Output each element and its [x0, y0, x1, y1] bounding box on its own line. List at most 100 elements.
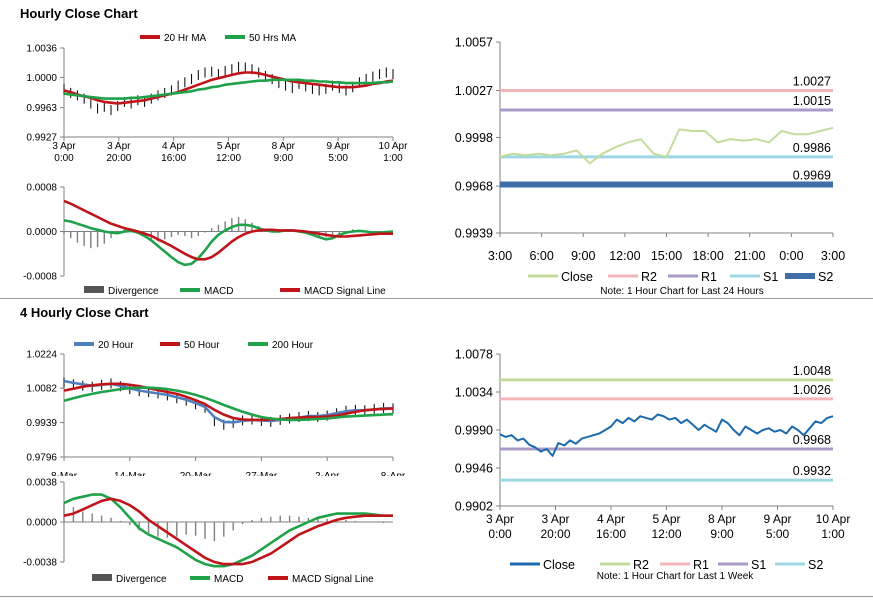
legend-label: S1 [751, 558, 766, 572]
y-tick-label: 0.0000 [26, 518, 57, 529]
series-line [63, 497, 393, 566]
x-tick-label: 3 Apr [486, 512, 514, 526]
x-tick-label: 16:00 [596, 527, 626, 541]
x-tick-label: 4 Apr [597, 512, 625, 526]
legend-label: S1 [763, 270, 778, 284]
y-tick-label: 0.9968 [455, 180, 493, 194]
y-tick-label: -0.0038 [23, 558, 57, 569]
series-line [63, 386, 394, 422]
x-tick-label: 5:00 [766, 527, 790, 541]
y-tick-label: 0.0008 [26, 183, 57, 194]
legend-label: S2 [808, 558, 823, 572]
x-tick-label: 0:00 [779, 249, 803, 263]
x-tick-label: 9:00 [571, 249, 595, 263]
legend-label: R1 [693, 558, 709, 572]
level-label: 1.0027 [793, 75, 831, 89]
x-tick-label: 0:00 [54, 153, 74, 164]
level-label: 0.9986 [793, 141, 831, 155]
x-tick-label: 8 Apr [708, 512, 736, 526]
y-tick-label: -0.0008 [23, 272, 57, 283]
y-tick-label: 1.0034 [455, 386, 493, 400]
legend-label: R2 [641, 270, 657, 284]
x-tick-label: 16:00 [161, 153, 186, 164]
y-tick-label: 1.0000 [26, 73, 57, 84]
x-tick-label: 14-Mar [114, 471, 146, 476]
legend-label: MACD [204, 286, 233, 297]
x-tick-label: 9:00 [710, 527, 734, 541]
x-tick-label: 20:00 [106, 153, 131, 164]
hourly-macd-chart: 0.0008 0.0000 -0.0008 Divergence MACD MACD Si… [23, 183, 394, 297]
legend-label: R1 [701, 270, 717, 284]
legend-label: Divergence [116, 574, 167, 585]
x-tick-label: 12:00 [609, 249, 640, 263]
legend-label: MACD Signal Line [292, 574, 374, 585]
x-tick-label: 15:00 [651, 249, 682, 263]
y-tick-label: 0.9939 [455, 227, 493, 241]
x-tick-label: 4 Apr [162, 141, 186, 152]
y-tick-label: 1.0036 [26, 44, 57, 55]
y-tick-label: 1.0027 [455, 84, 493, 98]
legend-label: 20 Hour [98, 340, 134, 351]
close-line [499, 413, 834, 457]
legend-label: Close [561, 270, 593, 284]
series-line [63, 199, 393, 261]
x-tick-label: 6:00 [529, 249, 553, 263]
x-tick-label: 8 Apr [272, 141, 296, 152]
series-line [63, 71, 394, 105]
x-tick-label: 10 Apr [816, 512, 851, 526]
x-tick-label: 12:00 [651, 527, 681, 541]
y-tick-label: 0.9796 [26, 453, 57, 464]
four-hourly-price-chart: 1.0224 1.0082 0.9939 0.9796 8-Mar 14-Mar 20-Ma… [26, 340, 406, 476]
x-tick-label: 3 Apr [52, 141, 76, 152]
legend-label: S2 [818, 270, 833, 284]
legend-label: R2 [633, 558, 649, 572]
legend-label: MACD Signal Line [304, 286, 386, 297]
x-tick-label: 9 Apr [326, 141, 350, 152]
x-tick-label: 9:00 [274, 153, 294, 164]
x-tick-label: 12:00 [216, 153, 241, 164]
four-hourly-section-title: 4 Hourly Close Chart [20, 305, 149, 320]
x-tick-label: 0:00 [488, 527, 512, 541]
close-line [499, 126, 834, 165]
series-line [63, 379, 393, 424]
legend-label: Divergence [108, 286, 159, 297]
x-tick-label: 10 Apr [379, 141, 409, 152]
x-tick-label: 1:00 [383, 153, 403, 164]
x-tick-label: 20:00 [540, 527, 570, 541]
y-tick-label: 1.0082 [26, 384, 57, 395]
legend-swatch [84, 286, 104, 293]
bottom-divider [0, 596, 873, 597]
chart-note: Note: 1 Hour Chart for Last 24 Hours [600, 286, 763, 297]
x-tick-label: 5:00 [328, 153, 348, 164]
x-tick-label: 3 Apr [107, 141, 131, 152]
y-tick-label: 0.9902 [455, 500, 493, 514]
hourly-section-title: Hourly Close Chart [20, 6, 138, 21]
chart-note: Note: 1 Hour Chart for Last 1 Week [597, 571, 755, 582]
y-tick-label: 0.9990 [455, 424, 493, 438]
x-tick-label: 1:00 [821, 527, 845, 541]
legend-label: 50 Hour [184, 340, 220, 351]
y-tick-label: 0.9939 [26, 418, 57, 429]
x-tick-label: 8-Apr [381, 471, 406, 476]
x-tick-label: 27-Mar [246, 471, 278, 476]
legend-swatch [92, 574, 112, 581]
x-tick-label: 20-Mar [180, 471, 212, 476]
y-tick-label: 1.0057 [455, 36, 493, 50]
legend-label: 200 Hour [272, 340, 314, 351]
y-tick-label: 0.0038 [26, 478, 57, 489]
level-label: 1.0026 [793, 383, 831, 397]
y-tick-label: 1.0078 [455, 348, 493, 362]
section-divider [0, 298, 873, 299]
x-tick-label: 9 Apr [763, 512, 791, 526]
y-tick-label: 0.0000 [26, 227, 57, 238]
x-tick-label: 5 Apr [652, 512, 680, 526]
x-tick-label: 3 Apr [541, 512, 569, 526]
y-tick-label: 0.9946 [455, 462, 493, 476]
series-line [63, 78, 394, 100]
series-line [63, 382, 394, 422]
x-tick-label: 8-Mar [51, 471, 78, 476]
y-tick-label: 0.9963 [26, 103, 57, 114]
